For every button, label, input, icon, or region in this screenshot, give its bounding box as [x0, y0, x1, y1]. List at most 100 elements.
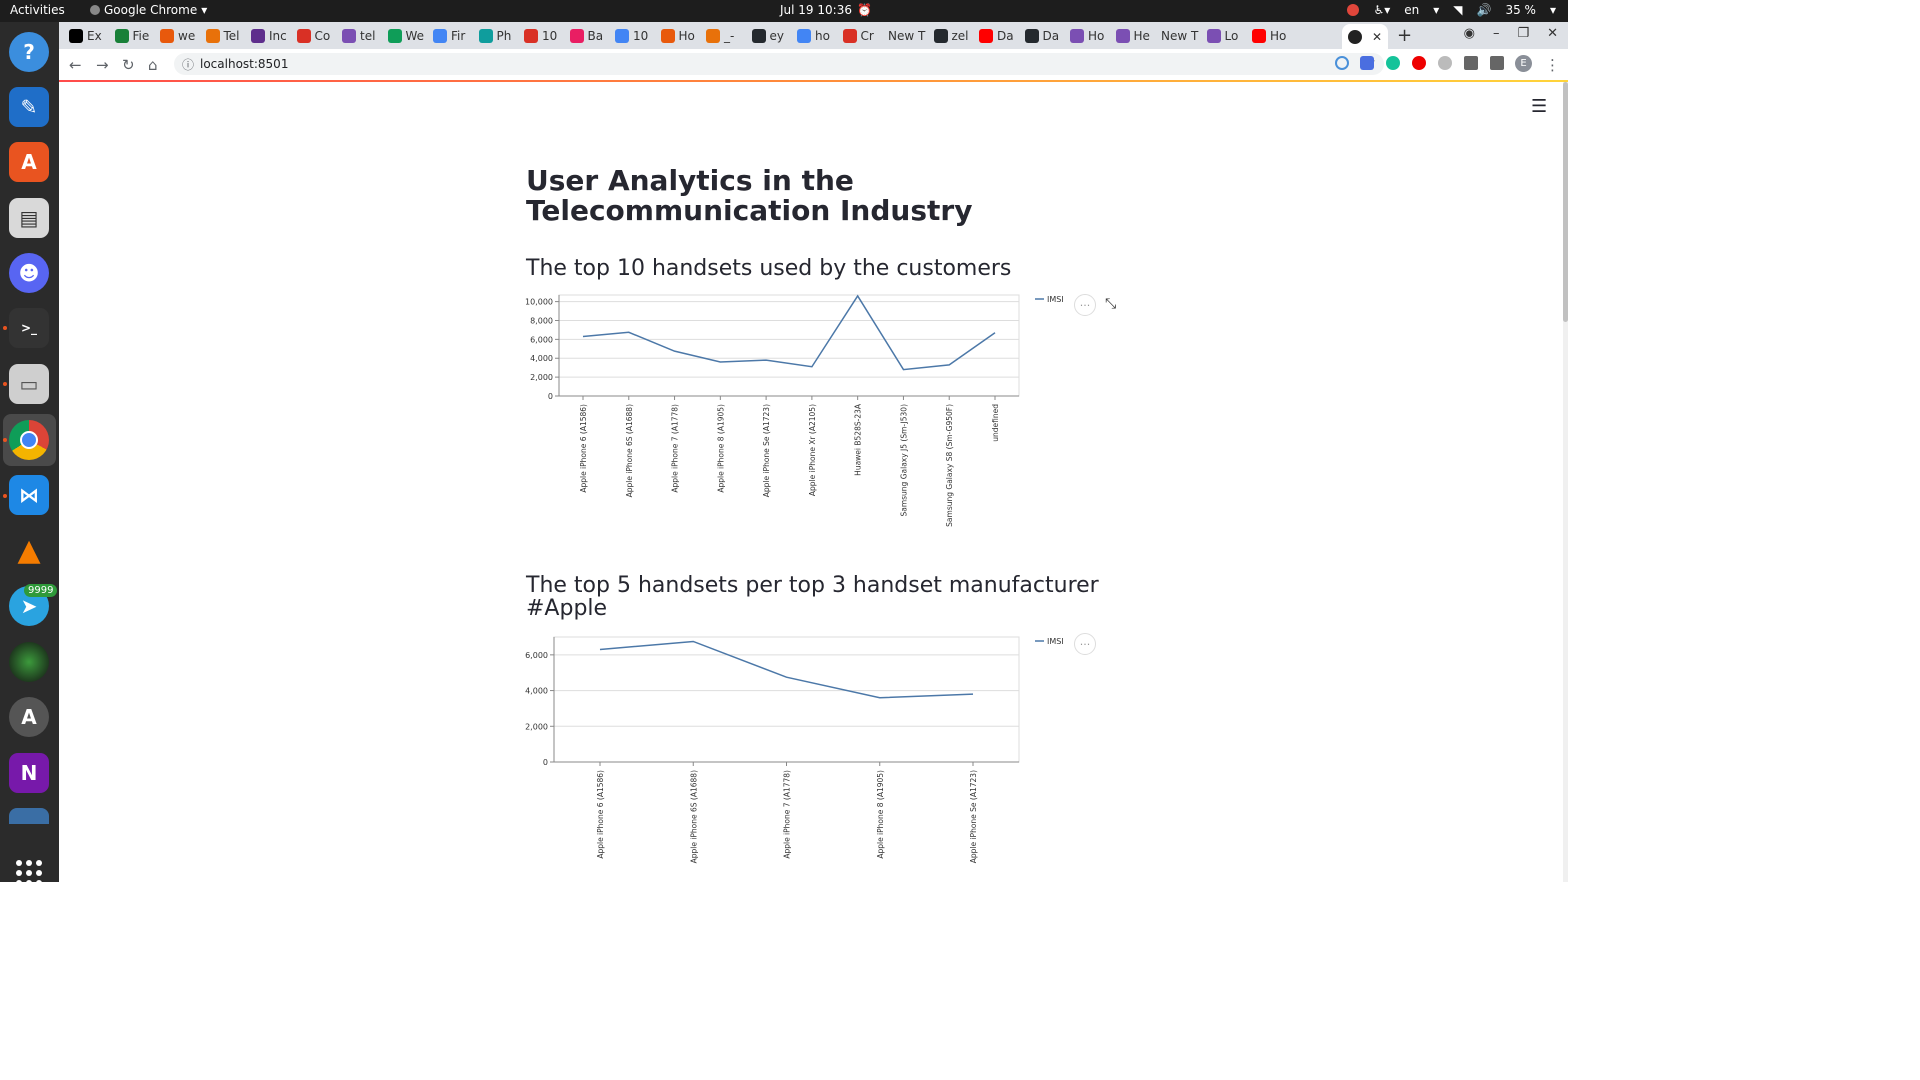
- x-tick-label: Apple iPhone Xr (A2105): [808, 404, 817, 496]
- chart-apple-top5[interactable]: 0 2,000 4,000 6,000 Apple iPhone 6 (A1586) Ap…: [514, 632, 1064, 882]
- chart-more-button[interactable]: ···: [1074, 294, 1096, 316]
- reading-list-icon[interactable]: [1490, 56, 1504, 70]
- home-icon[interactable]: ⌂: [148, 56, 158, 74]
- x-tick-label: undefined: [991, 404, 1000, 442]
- discord-icon[interactable]: ☻: [9, 253, 49, 293]
- url-text[interactable]: localhost:8501: [200, 57, 289, 71]
- browser-tab[interactable]: Fie: [114, 25, 149, 47]
- reload-icon[interactable]: ↻: [122, 56, 135, 74]
- browser-tab[interactable]: We: [387, 25, 424, 47]
- onenote-icon[interactable]: N: [9, 753, 49, 793]
- new-tab-button[interactable]: +: [1397, 25, 1413, 46]
- y-tick-label: 0: [548, 392, 553, 401]
- language-indicator[interactable]: en: [1404, 3, 1420, 17]
- extension-circle-icon[interactable]: [1335, 56, 1349, 70]
- vlc-icon[interactable]: ▲: [17, 532, 41, 568]
- browser-tab[interactable]: ho: [797, 25, 830, 47]
- drive-icon[interactable]: [9, 808, 49, 824]
- extensions-puzzle-icon[interactable]: [1464, 56, 1478, 70]
- browser-tab[interactable]: Lo: [1206, 25, 1238, 47]
- chart-more-button[interactable]: ···: [1074, 633, 1096, 655]
- tab-active[interactable]: ✕: [1342, 24, 1389, 49]
- browser-tab[interactable]: Fir: [433, 25, 465, 47]
- vscode-icon[interactable]: ⋈: [9, 475, 49, 515]
- page-scrollbar[interactable]: [1563, 82, 1568, 882]
- opera-extension-icon[interactable]: [1412, 56, 1426, 70]
- tab-label: Ho: [678, 29, 695, 43]
- browser-tab[interactable]: we: [160, 25, 195, 47]
- cloud-extension-icon[interactable]: [1438, 56, 1452, 70]
- plot-frame: [553, 636, 1020, 763]
- activities-button[interactable]: Activities: [10, 3, 65, 17]
- grammarly-icon[interactable]: [1386, 56, 1400, 70]
- browser-tab[interactable]: Ba: [569, 25, 604, 47]
- chrome-menu-icon[interactable]: ⋮: [1545, 56, 1560, 74]
- browser-tab[interactable]: Tel: [205, 25, 240, 47]
- translate-icon[interactable]: [1360, 56, 1374, 70]
- x-tick-label: Apple iPhone Se (A1723): [762, 404, 771, 497]
- omnibox[interactable]: ⓘ localhost:8501 ☆: [174, 53, 1384, 75]
- y-tick-label: 0: [543, 758, 548, 767]
- profile-avatar[interactable]: E: [1515, 55, 1532, 72]
- tab-label: Ho: [1270, 29, 1287, 43]
- browser-tab[interactable]: Da: [979, 25, 1014, 47]
- fullscreen-expand-icon[interactable]: ⤡: [1105, 296, 1117, 312]
- browser-tab[interactable]: Ho: [660, 25, 695, 47]
- site-info-icon[interactable]: ⓘ: [182, 58, 195, 72]
- browser-tab[interactable]: _-: [706, 25, 734, 47]
- terminal-icon[interactable]: >_: [9, 308, 49, 348]
- tab-label: Ba: [587, 29, 604, 43]
- files-icon[interactable]: ▭: [9, 364, 49, 404]
- y-tick-label: 6,000: [525, 651, 548, 660]
- minimize-icon[interactable]: –: [1492, 26, 1500, 41]
- battery-indicator[interactable]: 35 %: [1505, 3, 1536, 17]
- browser-tab[interactable]: He: [1115, 25, 1150, 47]
- browser-tab[interactable]: New T: [1161, 25, 1198, 47]
- y-tick-label: 4,000: [525, 687, 548, 696]
- browser-tab[interactable]: 10: [615, 25, 648, 47]
- tab-favicon-icon: [933, 29, 948, 43]
- tab-label: _-: [724, 29, 735, 43]
- browser-tab[interactable]: Cr: [842, 25, 874, 47]
- software-updater-icon[interactable]: A: [9, 697, 49, 737]
- clock[interactable]: Jul 19 10:36: [780, 3, 852, 17]
- restore-icon[interactable]: ❐: [1517, 26, 1530, 41]
- camera-icon[interactable]: [9, 642, 49, 682]
- tab-favicon-icon: [751, 29, 766, 43]
- app-menu[interactable]: Google Chrome ▾: [90, 3, 207, 17]
- browser-tab[interactable]: Co: [296, 25, 330, 47]
- language-chevron-icon: ▾: [1433, 3, 1440, 17]
- browser-tab[interactable]: Ho: [1252, 25, 1286, 47]
- forward-icon[interactable]: →: [96, 56, 109, 74]
- browser-tab[interactable]: tel: [342, 25, 375, 47]
- help-icon[interactable]: ?: [9, 32, 49, 72]
- back-icon[interactable]: ←: [69, 56, 82, 74]
- browser-tab[interactable]: Ph: [478, 25, 511, 47]
- browser-tab[interactable]: 10: [524, 25, 557, 47]
- accessibility-icon[interactable]: ♿▾: [1373, 3, 1391, 17]
- chart-top10-handsets[interactable]: 0 2,000 4,000 6,000 8,000 10,000 Apple iPhone …: [514, 292, 1064, 532]
- document-viewer-icon[interactable]: ▤: [9, 198, 49, 238]
- browser-tab[interactable]: Ho: [1070, 25, 1104, 47]
- plot-frame: [558, 294, 1020, 397]
- show-apps-icon[interactable]: [16, 860, 42, 886]
- browser-tab[interactable]: ey: [751, 25, 784, 47]
- window-controls: ◉ – ❐ ✕: [1464, 26, 1558, 41]
- browser-tab[interactable]: Ex: [69, 25, 102, 47]
- browser-tab[interactable]: Da: [1024, 25, 1059, 47]
- scrollbar-thumb[interactable]: [1563, 82, 1568, 322]
- close-window-icon[interactable]: ✕: [1547, 26, 1558, 41]
- y-tick-label: 2,000: [530, 373, 553, 382]
- browser-tab[interactable]: zel: [933, 25, 969, 47]
- system-tray[interactable]: ♿▾ en ▾ ◥ 🔊 35 % ▾: [1347, 3, 1556, 17]
- tab-search-icon[interactable]: ◉: [1463, 26, 1475, 41]
- tab-label: New T: [1161, 29, 1199, 43]
- tab-favicon-icon: [433, 29, 447, 43]
- app-store-icon[interactable]: A: [9, 142, 49, 182]
- browser-tab[interactable]: Inc: [251, 25, 287, 47]
- writer-icon[interactable]: ✎: [9, 87, 49, 127]
- chrome-icon[interactable]: [9, 420, 49, 460]
- tab-close-icon[interactable]: ✕: [1372, 29, 1383, 44]
- hamburger-menu-icon[interactable]: ☰: [1531, 96, 1548, 117]
- browser-tab[interactable]: New T: [888, 25, 925, 47]
